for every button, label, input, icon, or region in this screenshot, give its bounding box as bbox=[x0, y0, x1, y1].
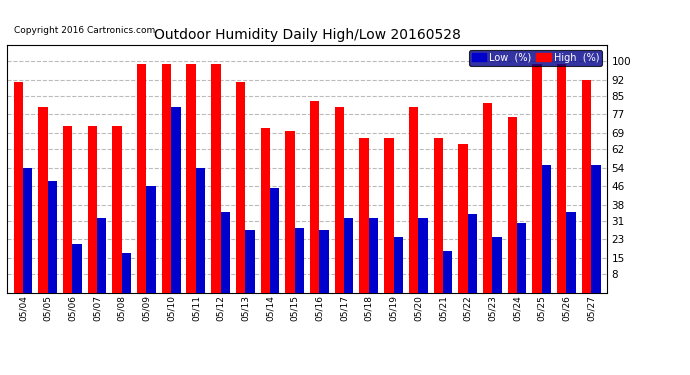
Bar bbox=[344, 219, 353, 292]
Bar bbox=[146, 186, 156, 292]
Bar bbox=[14, 82, 23, 292]
Bar bbox=[121, 253, 131, 292]
Bar bbox=[359, 138, 369, 292]
Bar bbox=[566, 211, 576, 292]
Bar bbox=[310, 100, 319, 292]
Bar bbox=[285, 130, 295, 292]
Bar bbox=[88, 126, 97, 292]
Bar bbox=[270, 188, 279, 292]
Bar bbox=[483, 103, 493, 292]
Bar bbox=[409, 108, 418, 292]
Bar bbox=[221, 211, 230, 292]
Bar bbox=[211, 63, 221, 292]
Bar bbox=[63, 126, 72, 292]
Bar bbox=[97, 219, 106, 292]
Bar bbox=[591, 165, 600, 292]
Bar bbox=[186, 63, 196, 292]
Bar bbox=[196, 168, 205, 292]
Bar bbox=[319, 230, 329, 292]
Bar bbox=[384, 138, 393, 292]
Bar bbox=[369, 219, 378, 292]
Bar bbox=[236, 82, 245, 292]
Bar bbox=[418, 219, 428, 292]
Bar bbox=[433, 138, 443, 292]
Bar bbox=[335, 108, 344, 292]
Bar bbox=[393, 237, 403, 292]
Legend: Low  (%), High  (%): Low (%), High (%) bbox=[469, 50, 602, 66]
Bar bbox=[458, 144, 468, 292]
Bar bbox=[72, 244, 81, 292]
Bar bbox=[261, 128, 270, 292]
Bar bbox=[48, 182, 57, 292]
Bar bbox=[23, 168, 32, 292]
Bar bbox=[245, 230, 255, 292]
Bar bbox=[112, 126, 121, 292]
Bar bbox=[161, 63, 171, 292]
Bar bbox=[557, 63, 566, 292]
Bar bbox=[171, 108, 181, 292]
Title: Outdoor Humidity Daily High/Low 20160528: Outdoor Humidity Daily High/Low 20160528 bbox=[154, 28, 460, 42]
Bar bbox=[493, 237, 502, 292]
Bar bbox=[542, 165, 551, 292]
Bar bbox=[508, 117, 517, 292]
Bar bbox=[295, 228, 304, 292]
Bar bbox=[533, 63, 542, 292]
Text: Copyright 2016 Cartronics.com: Copyright 2016 Cartronics.com bbox=[14, 26, 155, 35]
Bar bbox=[137, 63, 146, 292]
Bar bbox=[443, 251, 453, 292]
Bar bbox=[38, 108, 48, 292]
Bar bbox=[517, 223, 526, 292]
Bar bbox=[468, 214, 477, 292]
Bar bbox=[582, 80, 591, 292]
